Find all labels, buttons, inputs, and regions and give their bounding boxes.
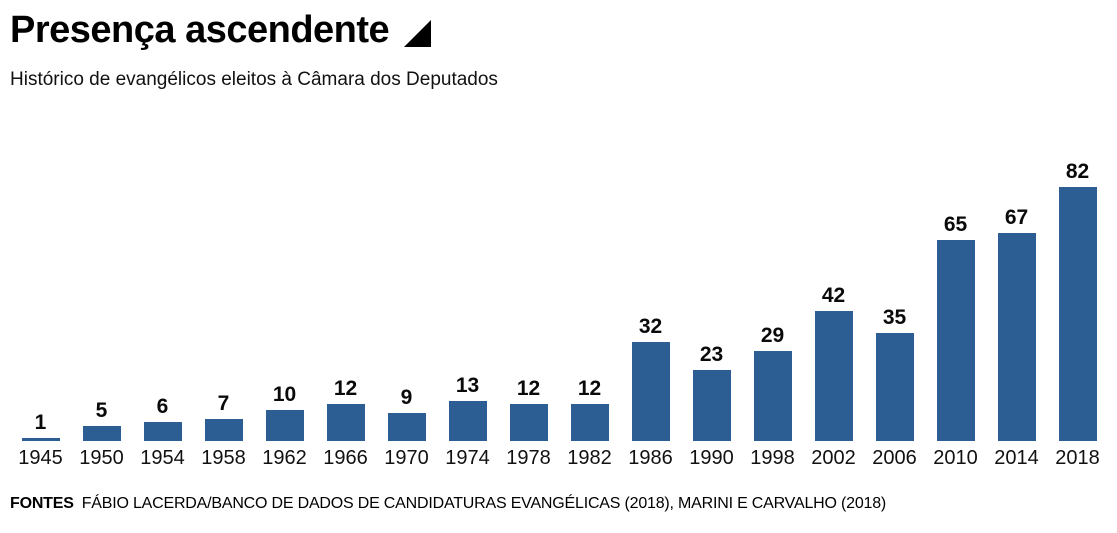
bar-column: 7 1958 xyxy=(193,393,254,472)
bar-value-label: 13 xyxy=(455,373,480,397)
x-tick-label: 1986 xyxy=(628,446,673,469)
x-tick-label: 1998 xyxy=(750,446,795,469)
x-tick-label: 1978 xyxy=(506,446,551,469)
bar xyxy=(692,369,731,441)
x-tick-label: 1966 xyxy=(323,446,368,469)
bar-column: 10 1962 xyxy=(254,384,315,472)
chart-header: Presença ascendente Histórico de evangél… xyxy=(10,9,1108,92)
bar-column: 6 1954 xyxy=(132,396,193,472)
x-tick-label: 2018 xyxy=(1055,446,1100,469)
bar-value-label: 5 xyxy=(95,398,108,422)
bar-value-label: 1 xyxy=(34,410,47,434)
bar-value-label: 42 xyxy=(821,283,846,307)
bar-value-label: 29 xyxy=(760,323,785,347)
bar xyxy=(326,403,365,441)
x-tick-label: 2002 xyxy=(811,446,856,469)
bar xyxy=(82,425,121,441)
bar-value-label: 67 xyxy=(1004,205,1029,229)
x-tick-label: 1970 xyxy=(384,446,429,469)
bar-column: 82 2018 xyxy=(1047,161,1108,472)
bar-column: 67 2014 xyxy=(986,207,1047,472)
x-tick-label: 2006 xyxy=(872,446,917,469)
x-tick-label: 2010 xyxy=(933,446,978,469)
bar xyxy=(509,403,548,441)
sources-text: FÁBIO LACERDA/BANCO DE DADOS DE CANDIDAT… xyxy=(81,494,887,512)
x-tick-label: 1954 xyxy=(140,446,185,469)
bar-value-label: 65 xyxy=(943,212,968,236)
x-tick-label: 1945 xyxy=(18,446,63,469)
bar xyxy=(448,400,487,441)
bar-column: 12 1966 xyxy=(315,378,376,472)
bar-value-label: 12 xyxy=(577,376,602,400)
bar-value-label: 12 xyxy=(333,376,358,400)
x-tick-label: 1962 xyxy=(262,446,307,469)
x-tick-label: 1982 xyxy=(567,446,612,469)
bar xyxy=(753,350,792,441)
bar-column: 12 1978 xyxy=(498,378,559,472)
bar-value-label: 9 xyxy=(400,385,413,409)
x-tick-label: 2014 xyxy=(994,446,1039,469)
bar xyxy=(387,412,426,441)
x-tick-label: 1974 xyxy=(445,446,490,469)
bar-column: 13 1974 xyxy=(437,375,498,472)
x-tick-label: 1990 xyxy=(689,446,734,469)
bar-value-label: 10 xyxy=(272,382,297,406)
sources-footer: FONTES FÁBIO LACERDA/BANCO DE DADOS DE CA… xyxy=(10,495,1108,513)
ascending-triangle-icon xyxy=(404,19,432,47)
bar xyxy=(143,421,182,441)
bar xyxy=(204,418,243,441)
bar-value-label: 7 xyxy=(217,391,230,415)
x-tick-label: 1950 xyxy=(79,446,124,469)
bar-column: 42 2002 xyxy=(803,285,864,472)
bar-value-label: 23 xyxy=(699,342,724,366)
bar-value-label: 35 xyxy=(882,305,907,329)
bar xyxy=(21,437,60,441)
bar xyxy=(570,403,609,441)
bar xyxy=(265,409,304,441)
bar-column: 65 2010 xyxy=(925,214,986,472)
chart-subtitle: Histórico de evangélicos eleitos à Câmar… xyxy=(10,68,498,90)
bar-column: 9 1970 xyxy=(376,387,437,472)
bar-chart: 1 1945 5 1950 6 1954 7 1958 10 1962 12 1966 9 1970 13 1… xyxy=(10,158,1108,472)
bar xyxy=(997,232,1036,441)
bar-value-label: 32 xyxy=(638,314,663,338)
page-title: Presença ascendente xyxy=(10,9,390,51)
bar-value-label: 12 xyxy=(516,376,541,400)
bar-column: 32 1986 xyxy=(620,316,681,472)
bar-column: 12 1982 xyxy=(559,378,620,472)
bar-column: 5 1950 xyxy=(71,400,132,472)
sources-label: FONTES xyxy=(10,494,74,512)
bar xyxy=(875,332,914,441)
bar-value-label: 82 xyxy=(1065,159,1090,183)
bar xyxy=(631,341,670,441)
bar-value-label: 6 xyxy=(156,394,169,418)
bar xyxy=(1058,186,1097,441)
bar xyxy=(936,239,975,441)
x-tick-label: 1958 xyxy=(201,446,246,469)
bar-column: 29 1998 xyxy=(742,325,803,472)
bar-column: 35 2006 xyxy=(864,307,925,472)
bar-column: 1 1945 xyxy=(10,412,71,472)
bar-column: 23 1990 xyxy=(681,344,742,472)
bar xyxy=(814,310,853,441)
title-row: Presença ascendente xyxy=(10,9,1108,52)
